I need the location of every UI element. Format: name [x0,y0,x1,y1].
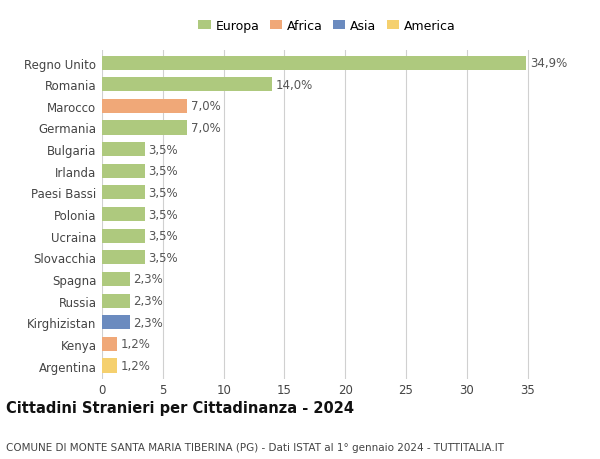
Bar [102,337,116,351]
Text: 3,5%: 3,5% [148,186,178,200]
Text: 2,3%: 2,3% [134,273,163,286]
Bar [102,164,145,179]
Text: 7,0%: 7,0% [191,100,221,113]
Bar [102,207,145,222]
Bar [102,358,116,373]
Text: 2,3%: 2,3% [134,295,163,308]
Bar [102,272,130,286]
Text: COMUNE DI MONTE SANTA MARIA TIBERINA (PG) - Dati ISTAT al 1° gennaio 2024 - TUTT: COMUNE DI MONTE SANTA MARIA TIBERINA (PG… [6,442,504,452]
Text: 3,5%: 3,5% [148,143,178,157]
Text: 3,5%: 3,5% [148,251,178,264]
Bar [102,121,187,135]
Text: 2,3%: 2,3% [134,316,163,329]
Legend: Europa, Africa, Asia, America: Europa, Africa, Asia, America [196,17,458,35]
Text: 34,9%: 34,9% [530,57,568,70]
Text: 1,2%: 1,2% [120,359,150,372]
Bar [102,251,145,265]
Text: 1,2%: 1,2% [120,338,150,351]
Bar [102,143,145,157]
Text: 3,5%: 3,5% [148,165,178,178]
Bar [102,315,130,330]
Text: Cittadini Stranieri per Cittadinanza - 2024: Cittadini Stranieri per Cittadinanza - 2… [6,400,354,415]
Bar [102,78,272,92]
Bar [102,100,187,114]
Text: 7,0%: 7,0% [191,122,221,134]
Bar [102,294,130,308]
Bar [102,229,145,243]
Text: 14,0%: 14,0% [276,78,313,91]
Text: 3,5%: 3,5% [148,230,178,243]
Bar [102,186,145,200]
Bar [102,56,526,71]
Text: 3,5%: 3,5% [148,208,178,221]
